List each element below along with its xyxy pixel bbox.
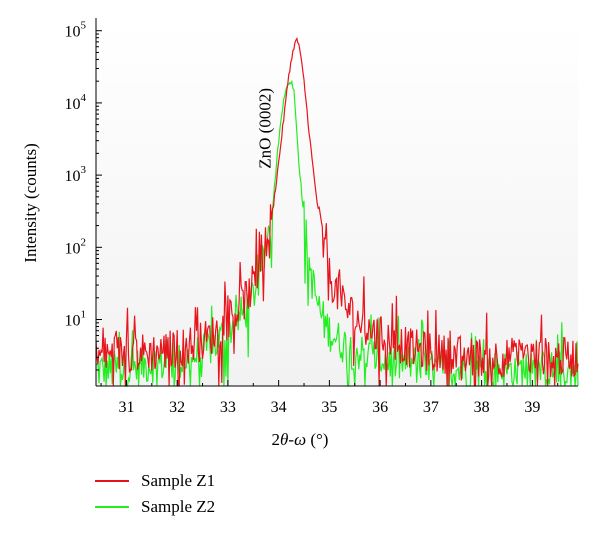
x-tick-label: 31 [118,399,134,416]
y-tick-label: 105 [65,20,87,41]
y-axis-label: Intensity (counts) [21,143,40,262]
y-tick-label: 101 [65,309,87,330]
x-tick-label: 32 [169,399,185,416]
legend-label-z1: Sample Z1 [141,471,216,490]
legend: Sample Z1 Sample Z2 [95,468,215,520]
legend-swatch-z1 [95,480,129,482]
x-axis-label: 2θ-ω (°) [272,430,329,449]
x-tick-label: 36 [372,399,388,416]
legend-swatch-z2 [95,506,129,508]
x-tick-label: 34 [271,399,287,416]
series-line-sample-z1 [95,37,579,387]
x-tick-label: 35 [321,399,337,416]
peak-annotation: ZnO (0002) [256,88,275,169]
x-tick-label: 33 [220,399,236,416]
legend-item-z2: Sample Z2 [95,494,215,520]
plot-area [96,18,578,386]
y-tick-label: 103 [65,164,87,185]
x-tick-label: 37 [423,399,439,416]
x-tick-label: 38 [474,399,490,416]
y-tick-label: 104 [65,92,87,113]
x-tick-label: 39 [524,399,540,416]
legend-label-z2: Sample Z2 [141,497,216,516]
legend-item-z1: Sample Z1 [95,468,215,494]
y-tick-label: 102 [65,236,87,257]
